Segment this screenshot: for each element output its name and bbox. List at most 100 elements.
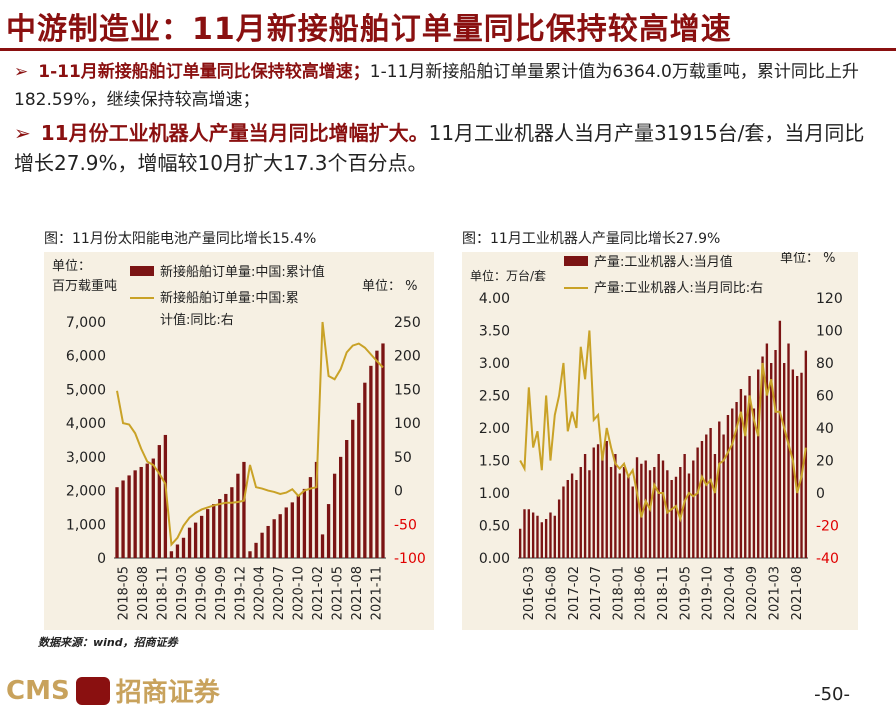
chart-bar [795, 376, 799, 558]
chart-bar [181, 537, 186, 558]
chart-bar [644, 460, 647, 558]
y-right-tick-label: 200 [394, 349, 421, 365]
y-right-tick-label: 60 [816, 389, 834, 405]
title-divider [0, 48, 896, 51]
bullet-robots: ➢ 11月份工业机器人产量当月同比增幅扩大。11月工业机器人当月产量31915台/… [14, 118, 884, 178]
chart-bar [523, 509, 526, 558]
x-tick-label: 2020-07 [272, 566, 287, 620]
x-tick-label: 2019-12 [233, 566, 248, 620]
chart-bar [735, 402, 738, 558]
y-right-tick-label: 40 [816, 421, 834, 437]
chart-bar [705, 434, 708, 558]
y-left-tick-label: 5,000 [66, 382, 106, 398]
chart-bar [592, 447, 595, 558]
y-left-tick-label: 0.00 [479, 551, 510, 567]
y-left-tick-label: 2.00 [479, 421, 510, 437]
legend-line-label-cont: 计值:同比:右 [160, 312, 234, 328]
chart-bar [562, 486, 565, 558]
x-tick-label: 2021-02 [311, 566, 326, 620]
chart-bar [308, 477, 313, 558]
bullet-arrow-icon: ➢ [14, 62, 29, 82]
chart-bar [369, 365, 373, 558]
chart-bar [631, 486, 634, 558]
chart-bar [199, 515, 204, 558]
chart-bar [605, 441, 608, 558]
y-left-tick-label: 1.50 [479, 454, 510, 470]
unit-left-label: 单位：万台/套 [470, 268, 546, 283]
chart-bar [127, 475, 131, 558]
chart-bar [139, 466, 143, 558]
chart-bar [527, 509, 531, 558]
chart-bar [661, 460, 665, 558]
legend-bar-label: 产量:工业机器人:当月值 [594, 254, 733, 270]
y-left-tick-label: 3,000 [66, 450, 106, 466]
chart-bar [718, 421, 721, 558]
chart-bar [557, 499, 561, 558]
x-tick-label: 2020-09 [745, 566, 760, 620]
y-left-tick-label: 4.00 [479, 291, 510, 307]
chart-bar [375, 350, 379, 558]
x-tick-label: 2018-01 [611, 566, 626, 620]
data-source: 数据来源：wind，招商证券 [38, 636, 178, 649]
chart-bar [622, 467, 626, 558]
x-tick-label: 2021-03 [768, 566, 783, 620]
chart-bar [700, 441, 704, 558]
y-left-tick-label: 7,000 [66, 315, 106, 331]
y-right-tick-label: -40 [816, 551, 839, 567]
x-tick-label: 2019-10 [701, 566, 716, 620]
logo-cn: 招商证券 [115, 678, 220, 708]
unit-left-label: 单位： [52, 259, 91, 274]
y-left-tick-label: 3.50 [479, 324, 510, 340]
company-logo: CMS 招商证券 [6, 672, 220, 709]
chart-bar [254, 542, 258, 558]
chart2-svg: 0.00 0.50 1.00 1.50 2.00 2.50 3.00 3.50 4.00 -40 -… [470, 251, 843, 620]
chart-bar [175, 544, 180, 558]
x-tick-label: 2021-11 [369, 566, 384, 620]
x-tick-label: 2017-02 [567, 566, 582, 620]
chart-bar [163, 434, 168, 558]
chart-bar [544, 519, 548, 558]
chart-line-series [519, 330, 807, 523]
legend-line-label: 新接船舶订单量:中国:累 [160, 290, 299, 306]
logo-text: CMS [6, 675, 70, 706]
y-right-tick-label: -20 [816, 519, 839, 535]
chart-bar [770, 363, 773, 558]
y-left-tick-label: 0.50 [479, 519, 510, 535]
chart-bar [566, 480, 569, 558]
bullet-shipbuilding: ➢ 1-11月新接船舶订单量同比保持较高增速；1-11月新接船舶订单量累计值为63… [14, 58, 884, 114]
chart-bar [739, 389, 743, 558]
page-title: 中游制造业：11月新接船舶订单量同比保持较高增速 [6, 12, 732, 47]
logo-badge-icon [75, 676, 110, 705]
x-tick-label: 2021-08 [350, 566, 365, 620]
chart-bar [236, 473, 240, 558]
chart-bar [151, 458, 155, 558]
chart-bar [224, 493, 228, 558]
chart-bar [553, 515, 556, 558]
chart-bar [169, 551, 174, 558]
chart-bar [218, 499, 222, 558]
chart-bar [345, 440, 349, 558]
chart-bar [726, 415, 730, 558]
y-left-tick-label: 2.50 [479, 389, 510, 405]
chart-bar [230, 487, 234, 558]
chart-bar [787, 343, 790, 558]
chart-bar [596, 444, 600, 558]
chart-bar [314, 461, 319, 558]
x-tick-label: 2018-11 [156, 566, 171, 620]
chart-bar [290, 502, 294, 558]
chart-bar [278, 514, 282, 558]
chart-bar [674, 476, 678, 558]
chart-bar [653, 467, 656, 558]
chart-bar [266, 525, 270, 558]
chart-bar [206, 509, 210, 558]
y-right-tick-label: 100 [394, 416, 421, 432]
y-left-tick-label: 4,000 [66, 416, 106, 432]
x-tick-label: 2019-09 [214, 566, 229, 620]
chart-bar [583, 454, 587, 558]
chart-bar [752, 408, 756, 558]
chart-bar [722, 434, 725, 558]
chart-bar [193, 522, 198, 558]
y-left-tick-label: 2,000 [66, 484, 106, 500]
bullet-text: 1-11月新接船舶订单量累计值为6364.0万载重吨，累计同比上升182.59%… [14, 62, 859, 110]
chart-bar [609, 467, 613, 558]
